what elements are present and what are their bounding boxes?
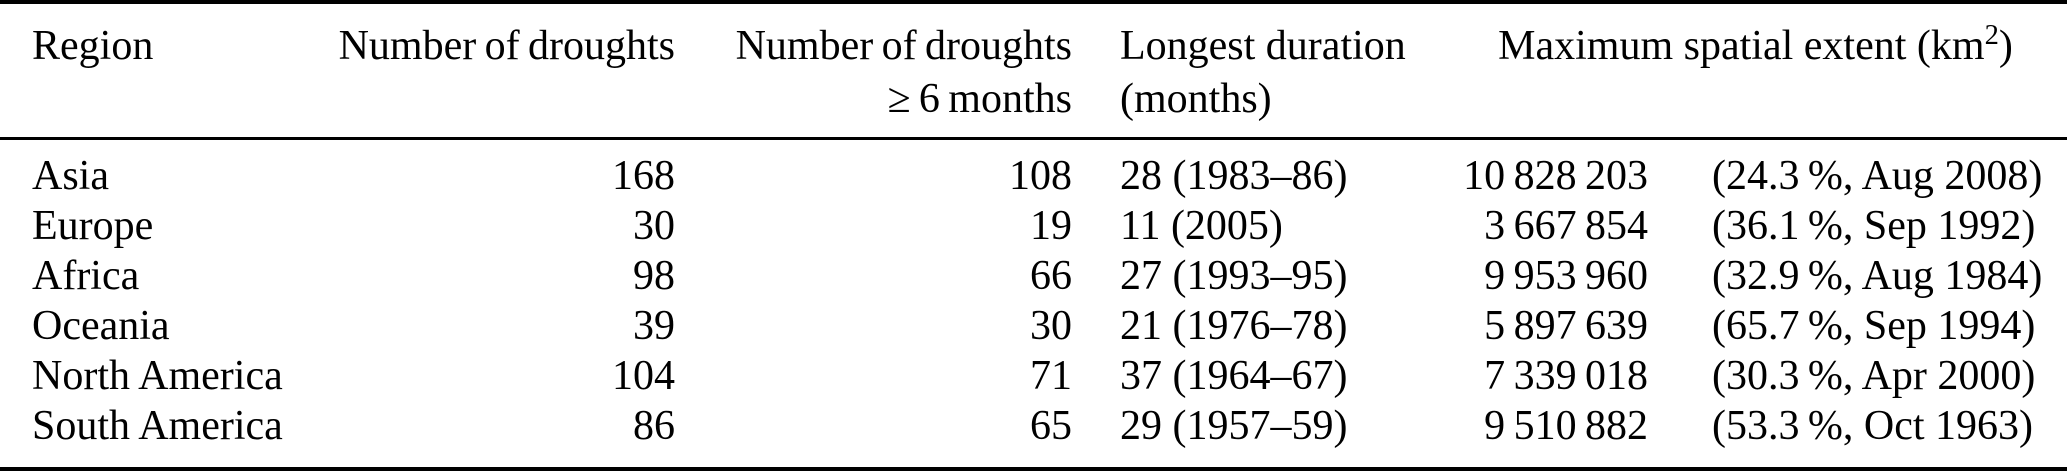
col-header-num-droughts-spacer xyxy=(310,71,675,140)
num-droughts-6m-cell: 108 xyxy=(1009,153,1072,199)
max-extent-detail-cell: (30.3 %, Apr 2000) xyxy=(1712,353,2036,399)
max-extent-label-prefix: Maximum spatial extent (km xyxy=(1498,23,1985,69)
longest-duration-cell: 27 (1993–95) xyxy=(1120,253,1348,299)
num-droughts-cell: 168 xyxy=(612,153,675,199)
num-droughts-6m-cell: 65 xyxy=(1030,403,1072,449)
region-cell: Oceania xyxy=(32,303,170,349)
region-cell: South America xyxy=(32,403,283,449)
num-droughts-cell: 98 xyxy=(633,253,675,299)
max-extent-value-cell: 9 510 882 xyxy=(1484,403,1648,449)
num-droughts-6m-cell: 66 xyxy=(1030,253,1072,299)
region-cell: Europe xyxy=(32,203,154,249)
table-row-north-america: North America 104 71 37 (1964–67) 7 339 … xyxy=(0,351,2067,401)
table-body: Asia 168 108 28 (1983–86) 10 828 203 (24… xyxy=(0,139,2067,470)
max-extent-detail-cell: (32.9 %, Aug 1984) xyxy=(1712,253,2043,299)
longest-duration-cell: 37 (1964–67) xyxy=(1120,353,1348,399)
max-extent-detail-cell: (36.1 %, Sep 1992) xyxy=(1712,203,2036,249)
num-droughts-6m-cell: 30 xyxy=(1030,303,1072,349)
max-extent-value-cell: 10 828 203 xyxy=(1463,153,1648,199)
num-droughts-cell: 39 xyxy=(633,303,675,349)
col-header-region: Region xyxy=(32,23,154,69)
max-extent-value-cell: 9 953 960 xyxy=(1484,253,1648,299)
col-header-max-spatial-extent-spacer xyxy=(1452,71,2067,140)
region-cell: Asia xyxy=(32,153,109,199)
table-header: Region Number of droughts Number of drou… xyxy=(0,2,2067,140)
longest-duration-cell: 11 (2005) xyxy=(1120,203,1283,249)
longest-duration-cell: 28 (1983–86) xyxy=(1120,153,1348,199)
num-droughts-cell: 104 xyxy=(612,353,675,399)
col-header-max-spatial-extent: Maximum spatial extent (km2) xyxy=(1452,2,2067,71)
region-cell: North America xyxy=(32,353,283,399)
col-header-num-droughts: Number of droughts xyxy=(338,23,675,69)
region-cell: Africa xyxy=(32,253,140,299)
max-extent-value-cell: 7 339 018 xyxy=(1484,353,1648,399)
table-row-south-america: South America 86 65 29 (1957–59) 9 510 8… xyxy=(0,401,2067,469)
col-header-num-droughts-6m-line1: Number of droughts xyxy=(735,23,1072,69)
table-row-asia: Asia 168 108 28 (1983–86) 10 828 203 (24… xyxy=(0,139,2067,202)
longest-duration-cell: 21 (1976–78) xyxy=(1120,303,1348,349)
col-header-num-droughts-6m-line2: ≥ 6 months xyxy=(675,71,1072,140)
max-extent-detail-cell: (24.3 %, Aug 2008) xyxy=(1712,153,2043,199)
longest-duration-cell: 29 (1957–59) xyxy=(1120,403,1348,449)
col-header-region-spacer xyxy=(0,71,310,140)
max-extent-value-cell: 5 897 639 xyxy=(1484,303,1648,349)
num-droughts-cell: 30 xyxy=(633,203,675,249)
max-extent-value-cell: 3 667 854 xyxy=(1484,203,1648,249)
num-droughts-6m-cell: 71 xyxy=(1030,353,1072,399)
max-extent-superscript: 2 xyxy=(1984,20,1999,51)
table-row-africa: Africa 98 66 27 (1993–95) 9 953 960 (32.… xyxy=(0,251,2067,301)
max-extent-detail-cell: (65.7 %, Sep 1994) xyxy=(1712,303,2036,349)
num-droughts-cell: 86 xyxy=(633,403,675,449)
table-row-oceania: Oceania 39 30 21 (1976–78) 5 897 639 (65… xyxy=(0,301,2067,351)
table-row-europe: Europe 30 19 11 (2005) 3 667 854 (36.1 %… xyxy=(0,201,2067,251)
num-droughts-6m-cell: 19 xyxy=(1030,203,1072,249)
col-header-longest-duration-line1: Longest duration xyxy=(1120,23,1406,69)
max-extent-label-suffix: ) xyxy=(1998,23,2013,69)
max-extent-detail-cell: (53.3 %, Oct 1963) xyxy=(1712,403,2034,449)
col-header-longest-duration-line2: (months) xyxy=(1072,71,1452,140)
